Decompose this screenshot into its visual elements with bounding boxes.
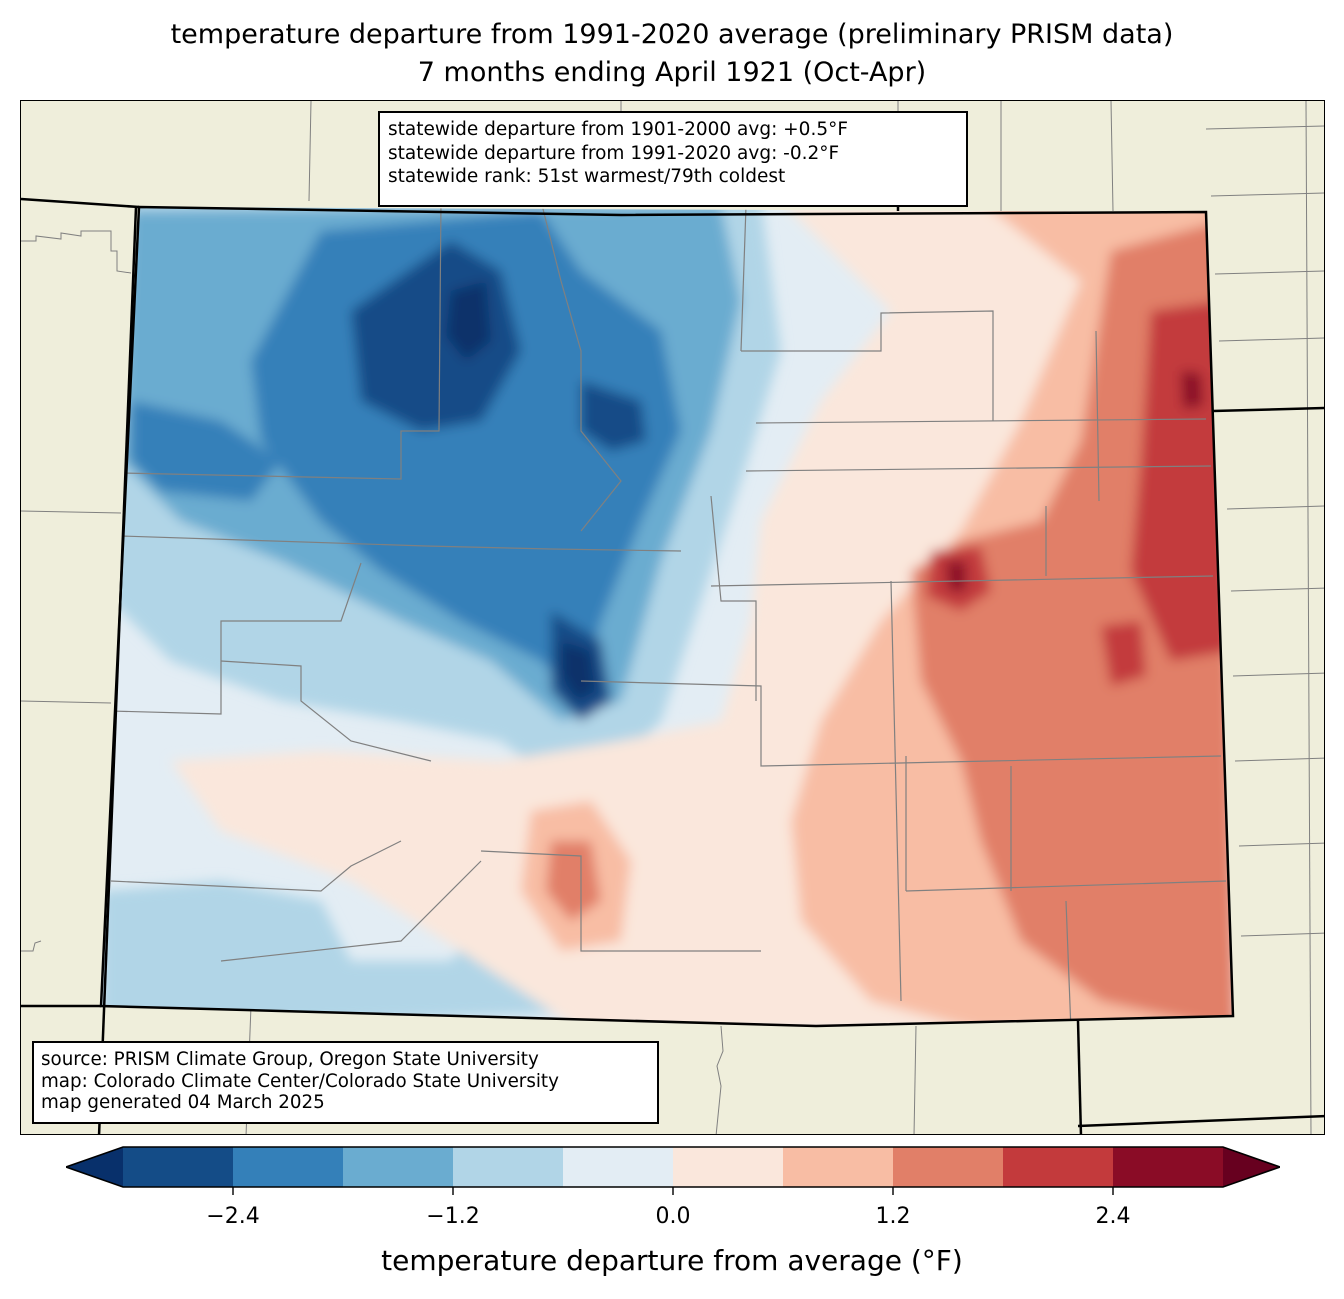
colorbar-segment [453,1147,564,1187]
colorbar-tick-label: 0.0 [655,1204,691,1229]
temperature-contour-field [101,207,1233,1026]
map-title-line-1: temperature departure from 1991-2020 ave… [170,19,1174,50]
utah-idaho-border [97,206,138,1134]
map-canvas [21,101,1324,1134]
contour-hot [1131,301,1231,661]
colorbar-tick-label: −2.4 [206,1204,260,1229]
colorbar-tick-label: 1.2 [875,1204,911,1229]
credits-map-author: map: Colorado Climate Center/Colorado St… [41,1070,559,1092]
colorbar-segment [893,1147,1004,1187]
colorbar-tick-label: −1.2 [426,1204,480,1229]
colorbar-segment [123,1147,234,1187]
colorbar-tick-label: 2.4 [1095,1204,1131,1229]
colorbar-segment [673,1147,784,1187]
contour-warmer-sc [546,841,601,921]
colorado-county-lines [110,207,1227,1026]
contour-very-hot [1181,371,1203,409]
stats-line-1991-2020: statewide departure from 1991-2020 avg: … [388,142,840,164]
state-borders [21,101,1324,1134]
contour-extreme-cold [446,281,491,361]
statewide-stats-box: statewide departure from 1901-2000 avg: … [378,111,968,207]
colorbar-segment [783,1147,894,1187]
colorbar-segment [233,1147,344,1187]
colorbar-segment [343,1147,454,1187]
stats-line-1901-2000: statewide departure from 1901-2000 avg: … [388,119,848,140]
credits-box: source: PRISM Climate Group, Oregon Stat… [32,1041,659,1124]
contour-cool-sw [101,881,621,1026]
colorbar-extend-low-arrow [66,1147,123,1187]
ok-tx-border [1077,1114,1324,1128]
colorbar-label: temperature departure from average (°F) [381,1244,963,1277]
colorbar-segment [1113,1147,1224,1187]
contour-extreme-cold-2 [561,641,596,701]
colorbar-segment [1003,1147,1114,1187]
contour-hot-3 [1101,621,1146,686]
credits-generated-date: map generated 04 March 2025 [41,1092,325,1113]
colorbar-segment [563,1147,674,1187]
colorbar-outline [66,1146,1280,1188]
credits-source: source: PRISM Climate Group, Oregon Stat… [41,1049,539,1070]
contour-very-hot-2 [946,561,966,591]
nebraska-kansas-border [1212,406,1324,413]
colorbar [66,1146,1280,1195]
stats-line-rank: statewide rank: 51st warmest/79th coldes… [388,166,786,187]
utah-border-ext [117,101,139,207]
wyoming-nebraska-border-ext [21,197,140,209]
map-panel [20,100,1325,1135]
contour-very-cold-2 [581,381,646,451]
colorbar-extend-high-arrow [1223,1147,1280,1187]
map-title-line-2: 7 months ending April 1921 (Oct-Apr) [417,57,927,88]
ok-border [1076,1020,1083,1134]
